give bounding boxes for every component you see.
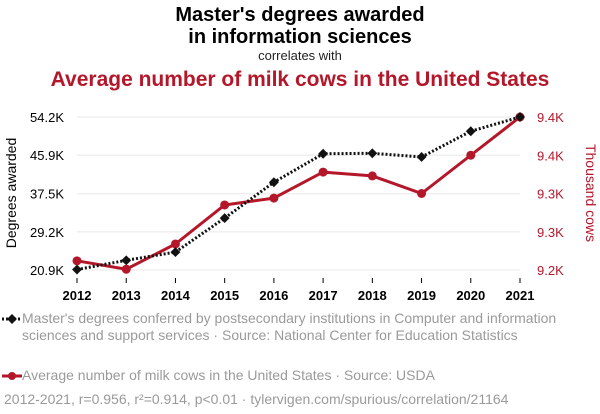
data-point-milk-cows bbox=[121, 264, 131, 274]
left-tick-label: 45.9K bbox=[30, 148, 64, 163]
data-point-milk-cows bbox=[466, 150, 476, 160]
left-axis-label: Degrees awarded bbox=[3, 138, 19, 249]
correlates-with-label: correlates with bbox=[258, 48, 342, 63]
data-point-milk-cows bbox=[417, 189, 427, 198]
right-tick-label: 9.3K bbox=[537, 187, 564, 202]
left-tick-label: 37.5K bbox=[30, 187, 64, 202]
right-axis-ticks: 9.4K 9.4K 9.3K 9.3K 9.2K bbox=[537, 110, 564, 278]
x-tick-label: 2020 bbox=[456, 288, 485, 303]
data-point-milk-cows bbox=[367, 171, 377, 181]
data-point-masters-degrees bbox=[318, 148, 329, 159]
data-point-masters-degrees bbox=[515, 112, 525, 122]
data-point-milk-cows bbox=[220, 200, 230, 210]
grid-lines bbox=[77, 116, 520, 271]
data-point-milk-cows bbox=[72, 256, 82, 266]
data-point-masters-degrees bbox=[465, 126, 476, 137]
left-tick-label: 54.2K bbox=[30, 110, 64, 125]
left-axis-ticks: 54.2K 45.9K 37.5K 29.2K 20.9K bbox=[30, 110, 64, 278]
chart-title-secondary: Average number of milk cows in the Unite… bbox=[50, 68, 550, 91]
right-tick-label: 9.3K bbox=[537, 225, 564, 240]
x-tick-label: 2012 bbox=[63, 288, 92, 303]
legend-text-masters-degrees: Master's degrees conferred by postsecond… bbox=[22, 310, 557, 343]
right-tick-label: 9.4K bbox=[537, 148, 564, 163]
data-point-masters-degrees bbox=[416, 152, 427, 162]
data-point-masters-degrees bbox=[170, 247, 181, 258]
right-tick-label: 9.2K bbox=[537, 263, 564, 278]
series-line-masters-degrees bbox=[76, 115, 521, 272]
data-point-masters-degrees bbox=[72, 264, 82, 275]
footer-stats: 2012-2021, r=0.956, r²=0.914, p<0.01 · t… bbox=[4, 391, 509, 407]
x-tick-label: 2017 bbox=[309, 288, 338, 303]
data-point-masters-degrees bbox=[219, 213, 230, 224]
data-point-milk-cows bbox=[170, 239, 180, 249]
x-tick-label: 2014 bbox=[161, 288, 191, 303]
series-milk-cows bbox=[72, 112, 525, 274]
data-point-masters-degrees bbox=[268, 177, 279, 188]
x-tick-label: 2018 bbox=[358, 288, 387, 303]
x-tick-label: 2015 bbox=[210, 288, 239, 303]
data-point-milk-cows bbox=[269, 193, 279, 203]
chart-title-line1: Master's degrees awarded bbox=[175, 4, 425, 26]
x-axis-ticks: 2012 2013 2014 2015 2016 2017 2018 2019 2020 2021 bbox=[63, 278, 535, 303]
right-axis-label: Thousand cows bbox=[583, 144, 599, 242]
x-tick-label: 2016 bbox=[259, 288, 288, 303]
x-tick-label: 2013 bbox=[112, 288, 141, 303]
x-tick-label: 2021 bbox=[506, 288, 535, 303]
legend-text-milk-cows: Average number of milk cows in the Unite… bbox=[22, 367, 435, 383]
series-line-milk-cows bbox=[76, 115, 521, 271]
legend-marker-masters-degrees bbox=[2, 314, 22, 324]
data-point-masters-degrees bbox=[367, 148, 378, 159]
left-tick-label: 20.9K bbox=[30, 263, 64, 278]
legend-marker-milk-cows bbox=[2, 372, 22, 380]
chart-title-line2: in information sciences bbox=[188, 26, 412, 48]
left-tick-label: 29.2K bbox=[30, 225, 64, 240]
data-point-milk-cows bbox=[318, 167, 328, 177]
right-tick-label: 9.4K bbox=[537, 110, 564, 125]
x-tick-label: 2019 bbox=[407, 288, 436, 303]
series-masters-degrees bbox=[72, 112, 525, 275]
data-point-masters-degrees bbox=[121, 255, 132, 266]
